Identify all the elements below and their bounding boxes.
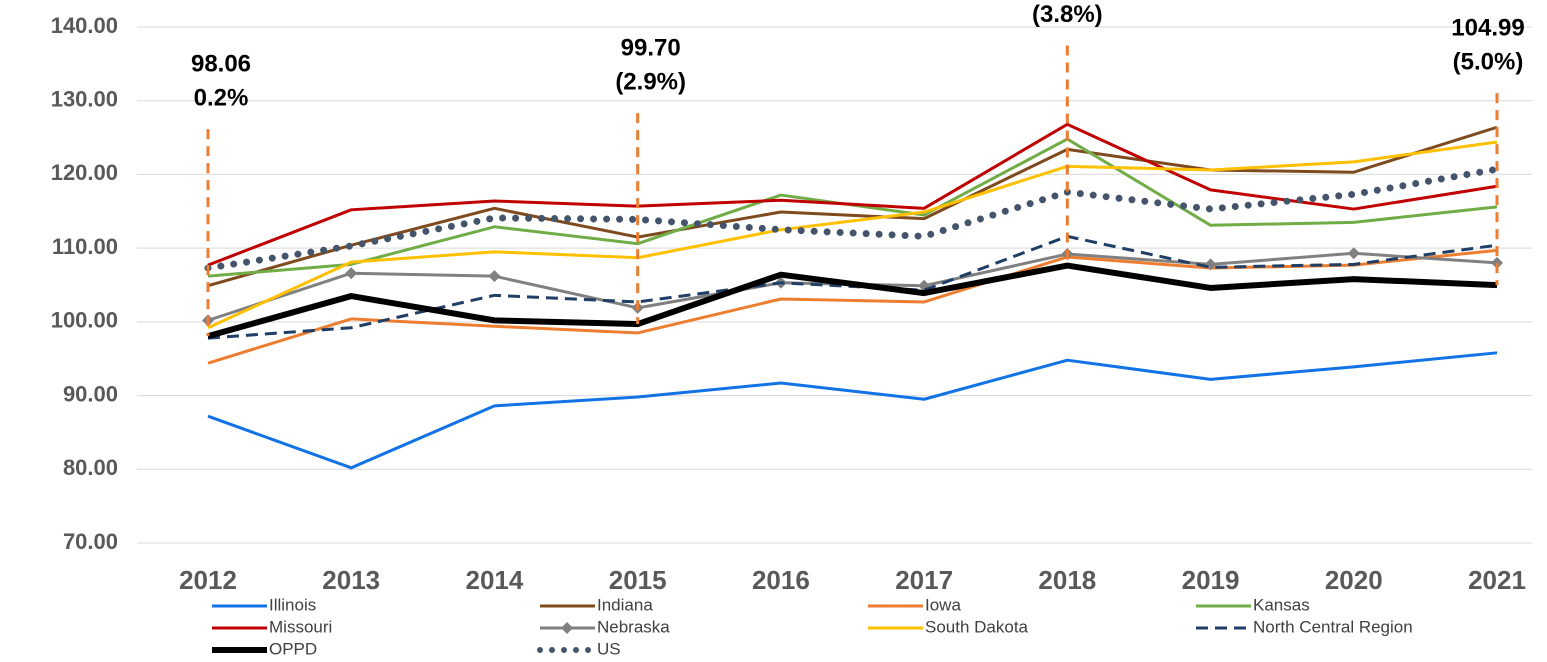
point-marker: [1491, 256, 1503, 269]
legend-item: OPPD: [212, 639, 317, 658]
legend-label: North Central Region: [1253, 617, 1413, 636]
legend-label: Kansas: [1253, 595, 1310, 614]
point-marker: [345, 267, 358, 280]
x-tick-label: 2016: [752, 565, 810, 595]
legend-item: North Central Region: [1196, 617, 1413, 636]
annotation-text: 99.70: [621, 34, 681, 61]
annotation-text: (2.9%): [615, 68, 686, 95]
x-tick-label: 2019: [1182, 565, 1240, 595]
series-line: [207, 140, 1498, 330]
legend-label: Indiana: [597, 595, 653, 614]
annotation-text: 0.2%: [194, 85, 249, 112]
series-line: [207, 262, 1498, 340]
legend-item: Missouri: [212, 617, 332, 636]
series-line: [207, 122, 1498, 267]
x-tick-label: 2021: [1468, 565, 1526, 595]
series-line: [207, 125, 1498, 288]
legend-label: Nebraska: [597, 617, 670, 636]
series-line: [204, 165, 1501, 272]
x-tick-label: 2017: [895, 565, 953, 595]
legend-marker: [561, 622, 573, 634]
legend-label: Iowa: [925, 595, 961, 614]
x-tick-label: 2014: [466, 565, 524, 595]
annotation-text: (3.8%): [1032, 1, 1103, 28]
legend-label: South Dakota: [925, 617, 1029, 636]
legend-item: Nebraska: [540, 617, 670, 636]
y-tick-label: 100.00: [51, 308, 118, 333]
annotation-text: 104.99: [1451, 14, 1524, 41]
x-tick-label: 2012: [179, 565, 237, 595]
series-line: [207, 351, 1498, 470]
legend-item: South Dakota: [868, 617, 1029, 636]
x-tick-label: 2018: [1038, 565, 1096, 595]
legend-label: Illinois: [269, 595, 316, 614]
y-tick-label: 80.00: [63, 455, 118, 480]
legend-label: Missouri: [269, 617, 332, 636]
legend-item: Iowa: [868, 595, 961, 614]
y-tick-label: 120.00: [51, 160, 118, 185]
x-tick-label: 2020: [1325, 565, 1383, 595]
legend-item: US: [537, 639, 621, 658]
y-tick-label: 70.00: [63, 529, 118, 554]
x-tick-label: 2015: [609, 565, 667, 595]
x-tick-label: 2013: [322, 565, 380, 595]
y-tick-label: 90.00: [63, 381, 118, 406]
legend-label: OPPD: [269, 639, 317, 658]
legend-item: Kansas: [1196, 595, 1310, 614]
annotation-text: 98.06: [191, 51, 251, 78]
point-marker: [488, 270, 501, 283]
point-marker: [1347, 247, 1360, 260]
legend-label: US: [597, 639, 621, 658]
y-tick-label: 130.00: [51, 87, 118, 112]
y-tick-label: 140.00: [51, 13, 118, 38]
legend-item: Illinois: [212, 595, 316, 614]
annotation-text: (5.0%): [1453, 48, 1524, 75]
y-tick-label: 110.00: [52, 234, 118, 259]
legend-item: Indiana: [540, 595, 653, 614]
